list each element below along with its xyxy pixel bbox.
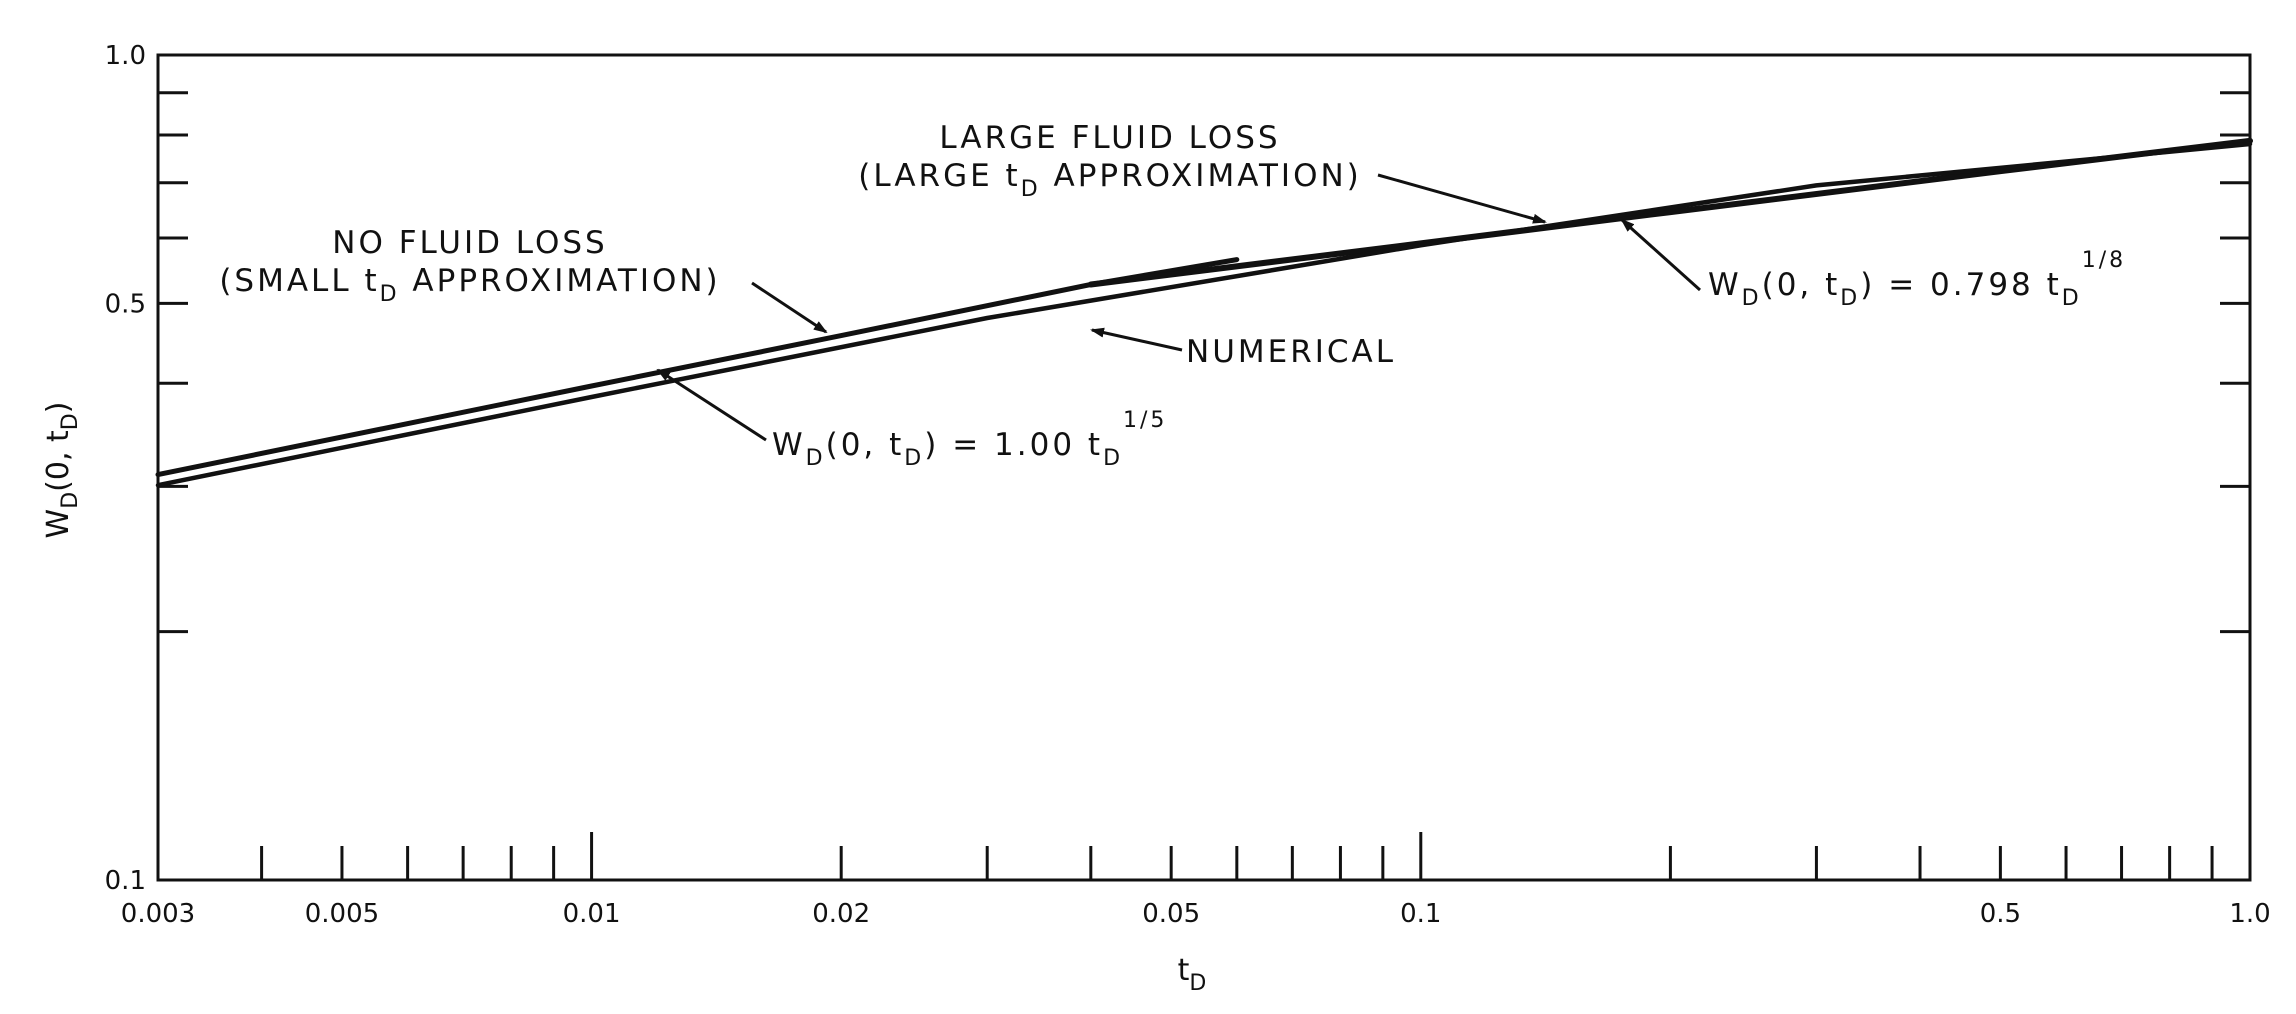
leader-large-fluid-loss — [1377, 173, 1547, 224]
leader-equation-large — [1620, 218, 1702, 292]
x-tick-label: 0.005 — [305, 899, 379, 929]
annotation-large-fluid-loss-line1: LARGE FLUID LOSS — [939, 120, 1280, 156]
tick-marks — [158, 91, 2250, 880]
x-tick-label: 0.05 — [1142, 899, 1200, 929]
tick-labels: 0.003 0.005 0.01 0.02 0.05 0.1 0.5 1.0 1.0 0.5 0.1 — [105, 41, 2271, 929]
x-tick-label: 0.02 — [812, 899, 870, 929]
plot-frame — [156, 53, 2252, 882]
x-tick-label: 0.5 — [1980, 899, 2021, 929]
y-axis-title: WD(0, tD) — [41, 402, 83, 539]
x-tick-label: 0.01 — [563, 899, 621, 929]
x-tick-label: 0.003 — [121, 899, 195, 929]
annotation-no-fluid-loss-line1: NO FLUID LOSS — [332, 225, 607, 261]
y-tick-label: 1.0 — [105, 41, 146, 71]
x-tick-label: 1.0 — [2229, 899, 2270, 929]
equation-small-td: WD(0, tD) = 1.00 tD1/5 — [772, 408, 1167, 471]
annotation-no-fluid-loss-line2: (SMALL tD APPROXIMATION) — [219, 263, 720, 307]
x-axis-title: tD — [1178, 953, 1207, 996]
y-tick-label: 0.1 — [105, 866, 146, 896]
annotation-numerical: NUMERICAL — [1186, 334, 1396, 370]
series-line-numerical — [155, 141, 2253, 488]
y-tick-label: 0.5 — [105, 289, 146, 319]
leader-equation-small — [656, 368, 767, 442]
x-tick-label: 0.1 — [1400, 899, 1441, 929]
leader-numerical — [1090, 327, 1183, 352]
leader-no-fluid-loss — [751, 281, 828, 334]
series-lines — [155, 137, 2253, 488]
annotation-large-fluid-loss-line2: (LARGE tD APPROXIMATION) — [858, 158, 1362, 202]
equation-large-td: WD(0, tD) = 0.798 tD1/8 — [1708, 248, 2126, 311]
